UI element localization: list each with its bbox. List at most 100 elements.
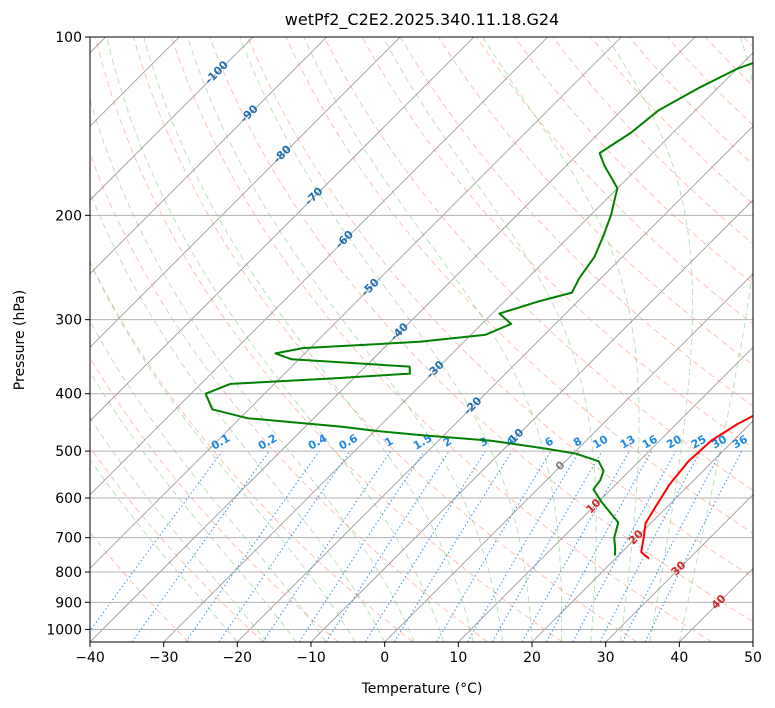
isotherm-label: 10 xyxy=(584,496,604,516)
isotherm-line xyxy=(531,420,753,642)
y-tick-label: 300 xyxy=(55,313,82,329)
isotherm-line xyxy=(605,494,753,642)
moist-adiabat-line xyxy=(482,37,640,642)
isotherm-label: -100 xyxy=(202,58,231,87)
x-tick-label: 0 xyxy=(380,650,389,666)
dry-adiabat-line xyxy=(476,37,753,325)
x-tick-label: −30 xyxy=(149,650,179,666)
y-tick-label: 600 xyxy=(55,491,82,507)
dry-adiabat-line xyxy=(209,37,753,623)
mixing-ratio-line xyxy=(644,450,743,642)
dry-adiabat-line xyxy=(704,37,753,87)
mixing-ratio-line xyxy=(298,450,425,642)
isotherm-label: -70 xyxy=(302,184,325,207)
isotherm-line xyxy=(90,37,475,422)
mixing-ratio-line xyxy=(262,450,392,642)
isotherm-label: -60 xyxy=(333,228,356,251)
mixing-ratio-line xyxy=(90,450,223,632)
x-tick-label: 20 xyxy=(523,650,541,666)
x-tick-label: −10 xyxy=(296,650,326,666)
mixing-ratio-line xyxy=(364,450,486,642)
mixing-ratio-line xyxy=(521,450,630,642)
isotherm-line xyxy=(163,52,753,642)
mixing-ratio-line xyxy=(185,450,320,642)
mixing-ratio-label: 16 xyxy=(640,432,660,451)
moist-adiabat-line xyxy=(606,37,694,642)
moist-adiabat-line xyxy=(239,37,533,642)
mixing-ratio-label: 36 xyxy=(730,432,750,451)
y-tick-label: 400 xyxy=(55,387,82,403)
mixing-ratio-label: 13 xyxy=(618,433,638,452)
y-tick-label: 700 xyxy=(55,531,82,547)
background-lines xyxy=(90,37,753,642)
mixing-ratio-label: 8 xyxy=(571,435,584,450)
dewpoint-line xyxy=(204,62,753,556)
chart-title: wetPf2_C2E2.2025.340.11.18.G24 xyxy=(285,10,559,30)
mixing-ratio-line xyxy=(467,450,580,642)
pressure-grid xyxy=(90,37,753,630)
x-tick-label: −20 xyxy=(223,650,253,666)
mixing-ratio-label: 3 xyxy=(477,435,490,450)
isotherm-label: -30 xyxy=(424,358,447,381)
isotherm-label: -20 xyxy=(461,394,484,417)
mixing-ratio-label: 10 xyxy=(591,432,611,451)
x-tick-label: 50 xyxy=(744,650,762,666)
plot-frame xyxy=(89,36,754,643)
isotherm-line xyxy=(90,37,254,201)
mixing-ratio-label: 1 xyxy=(382,435,395,450)
moist-adiabat-line xyxy=(90,416,268,642)
x-axis-title: Temperature (°C) xyxy=(361,681,483,697)
y-tick-label: 800 xyxy=(55,565,82,581)
x-tick-label: 10 xyxy=(449,650,467,666)
isotherm-line xyxy=(90,37,622,569)
mixing-ratio-line xyxy=(325,450,450,642)
dry-adiabat-line xyxy=(90,356,339,642)
dry-adiabat-line xyxy=(590,37,753,205)
moist-adiabat-line xyxy=(106,37,445,642)
isotherm-line xyxy=(90,37,548,496)
y-tick-label: 100 xyxy=(55,30,82,46)
isotherm-line xyxy=(384,273,753,642)
x-axis: −40 −30 −20 −10 0 10 20 30 40 50 xyxy=(75,642,762,666)
dry-adiabat-line xyxy=(743,37,753,48)
mixing-ratio-label: 0.1 xyxy=(209,432,232,453)
isotherm-label: -90 xyxy=(237,102,260,125)
mixing-ratio-label: 25 xyxy=(689,433,709,452)
dry-adiabat-line xyxy=(285,37,753,535)
isotherm-line xyxy=(458,346,753,642)
mixing-ratio-line xyxy=(572,450,677,642)
moist-adiabat-line xyxy=(90,190,386,642)
y-tick-label: 500 xyxy=(55,444,82,460)
y-axis-title: Pressure (hPa) xyxy=(12,290,28,390)
moist-adiabat-line xyxy=(90,371,297,642)
y-axis: 1000 900 800 700 600 500 400 300 200 100 xyxy=(46,30,90,638)
dry-adiabat-line xyxy=(666,37,753,126)
dry-adiabat-line xyxy=(514,37,753,285)
isotherm-label: 30 xyxy=(669,558,689,578)
isotherm-line xyxy=(310,199,753,642)
dry-adiabat-line xyxy=(247,37,753,578)
x-tick-label: 30 xyxy=(597,650,615,666)
isotherm-line xyxy=(237,125,753,642)
moist-adiabat-line xyxy=(90,261,356,642)
y-tick-label: 900 xyxy=(55,595,82,611)
x-tick-label: 40 xyxy=(670,650,688,666)
mixing-ratio-line xyxy=(218,450,351,642)
moist-adiabat-line xyxy=(143,37,474,642)
isotherm-line xyxy=(679,567,753,642)
dry-adiabat-line xyxy=(90,446,264,642)
mixing-ratio-label: 6 xyxy=(543,434,556,449)
moist-adiabat-line xyxy=(678,37,753,642)
moist-adiabat-line xyxy=(187,37,503,642)
mixing-ratio-line xyxy=(545,450,653,642)
y-tick-label: 1000 xyxy=(46,622,82,638)
dry-adiabat-line xyxy=(94,37,563,642)
mixing-ratio-line xyxy=(131,450,270,642)
dry-adiabat-line xyxy=(552,37,753,245)
moist-adiabat-line xyxy=(303,37,563,642)
dry-adiabat-line xyxy=(90,531,190,642)
moist-adiabat-line xyxy=(90,320,327,642)
dry-adiabat-line xyxy=(90,152,488,642)
